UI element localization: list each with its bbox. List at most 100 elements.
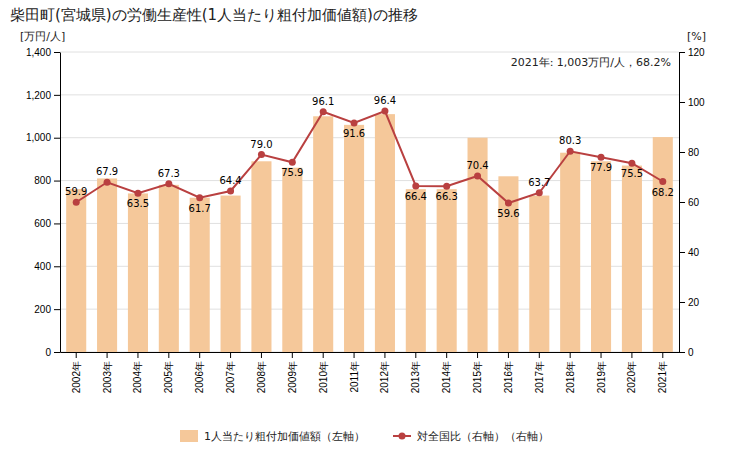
marker (598, 154, 605, 161)
tick: 2015年 (472, 352, 483, 393)
tick-mark (679, 302, 685, 303)
data-label: 79.0 (250, 139, 272, 150)
tick-label: 200 (34, 304, 51, 315)
chart: 柴田町(宮城県)の労働生産性(1人当たり粗付加価値額)の推移59.967.963… (0, 0, 729, 450)
tick: 600 (34, 218, 60, 229)
tick-mark (662, 352, 663, 358)
y2-axis: 020406080100120 (679, 47, 705, 358)
bar (159, 185, 179, 352)
tick-mark (354, 352, 355, 358)
marker (73, 199, 80, 206)
tick-label: 1,000 (26, 132, 51, 143)
tick-mark (54, 223, 60, 224)
marker (474, 173, 481, 180)
bar (529, 196, 549, 352)
tick: 400 (34, 261, 60, 272)
tick-mark (323, 352, 324, 358)
title: 柴田町(宮城県)の労働生産性(1人当たり粗付加価値額)の推移 (10, 6, 418, 24)
tick: 1,400 (26, 47, 60, 58)
marker (165, 180, 172, 187)
tick: 2019年 (596, 352, 607, 393)
tick-label: 2020年 (626, 361, 637, 393)
annotation: 2021年: 1,003万円/人，68.2% (511, 56, 671, 69)
grid-line (60, 223, 679, 224)
tick-mark (54, 181, 60, 182)
data-label: 75.5 (621, 168, 643, 179)
tick-mark (384, 352, 385, 358)
line (76, 111, 663, 203)
marker (196, 194, 203, 201)
tick: 2005年 (163, 352, 174, 393)
tick-label: 600 (34, 218, 51, 229)
tick-mark (679, 252, 685, 253)
bar (591, 161, 611, 352)
tick-label: 120 (688, 47, 705, 58)
marker (505, 200, 512, 207)
tick-label: 40 (688, 247, 700, 258)
legend-marker (399, 433, 406, 440)
tick-mark (137, 352, 138, 358)
tick-mark (54, 138, 60, 139)
grid-line (60, 266, 679, 267)
tick: 2013年 (410, 352, 421, 393)
tick-label: 2002年 (71, 361, 82, 393)
tick-mark (199, 352, 200, 358)
tick-label: 0 (688, 347, 694, 358)
bar (251, 161, 271, 352)
tick-mark (679, 202, 685, 203)
bar (190, 198, 210, 352)
tick-mark (477, 352, 478, 358)
tick-mark (679, 52, 685, 53)
x-axis: 2002年2003年2004年2005年2006年2007年2008年2009年… (61, 352, 680, 393)
tick: 2016年 (503, 352, 514, 393)
tick-label: 2008年 (256, 361, 267, 393)
tick-mark (415, 352, 416, 358)
marker (320, 108, 327, 115)
bar (221, 196, 241, 352)
tick-label: 20 (688, 297, 700, 308)
tick: 2007年 (225, 352, 236, 393)
tick: 2020年 (626, 352, 637, 393)
marker (443, 183, 450, 190)
tick-mark (54, 309, 60, 310)
tick: 2018年 (565, 352, 576, 393)
grid-line (60, 137, 679, 138)
tick: 2008年 (256, 352, 267, 393)
axis-line (61, 352, 680, 353)
bar (437, 189, 457, 352)
tick-mark (679, 352, 685, 353)
tick: 800 (34, 175, 60, 186)
tick-label: 2017年 (534, 361, 545, 393)
tick: 1,000 (26, 132, 60, 143)
tick-label: 400 (34, 261, 51, 272)
marker (104, 179, 111, 186)
y-axis: 02004006008001,0001,2001,400 (26, 47, 61, 358)
data-label: 66.4 (405, 191, 427, 202)
tick-label: 1,200 (26, 90, 51, 101)
bar (282, 168, 302, 352)
legend-label: 対全国比（右軸）（右軸） (417, 430, 549, 443)
tick-mark (679, 102, 685, 103)
tick: 2014年 (441, 352, 452, 393)
legend-item: 1人当たり粗付加価値額（左軸） (180, 430, 365, 443)
marker (227, 188, 234, 195)
bar (97, 178, 117, 352)
tick-mark (631, 352, 632, 358)
tick-label: 60 (688, 197, 700, 208)
data-label: 59.9 (65, 186, 87, 197)
bar (622, 166, 642, 352)
tick: 60 (679, 197, 700, 208)
bar (128, 193, 148, 352)
data-label: 80.3 (559, 135, 581, 146)
bar (498, 176, 518, 352)
tick-mark (539, 352, 540, 358)
tick: 2011年 (349, 352, 360, 393)
marker (134, 190, 141, 197)
bar (375, 114, 395, 352)
tick: 2009年 (287, 352, 298, 393)
tick: 1,200 (26, 90, 60, 101)
grid-line (60, 180, 679, 181)
tick: 2012年 (379, 352, 390, 393)
tick: 2006年 (194, 352, 205, 393)
marks (66, 108, 673, 353)
